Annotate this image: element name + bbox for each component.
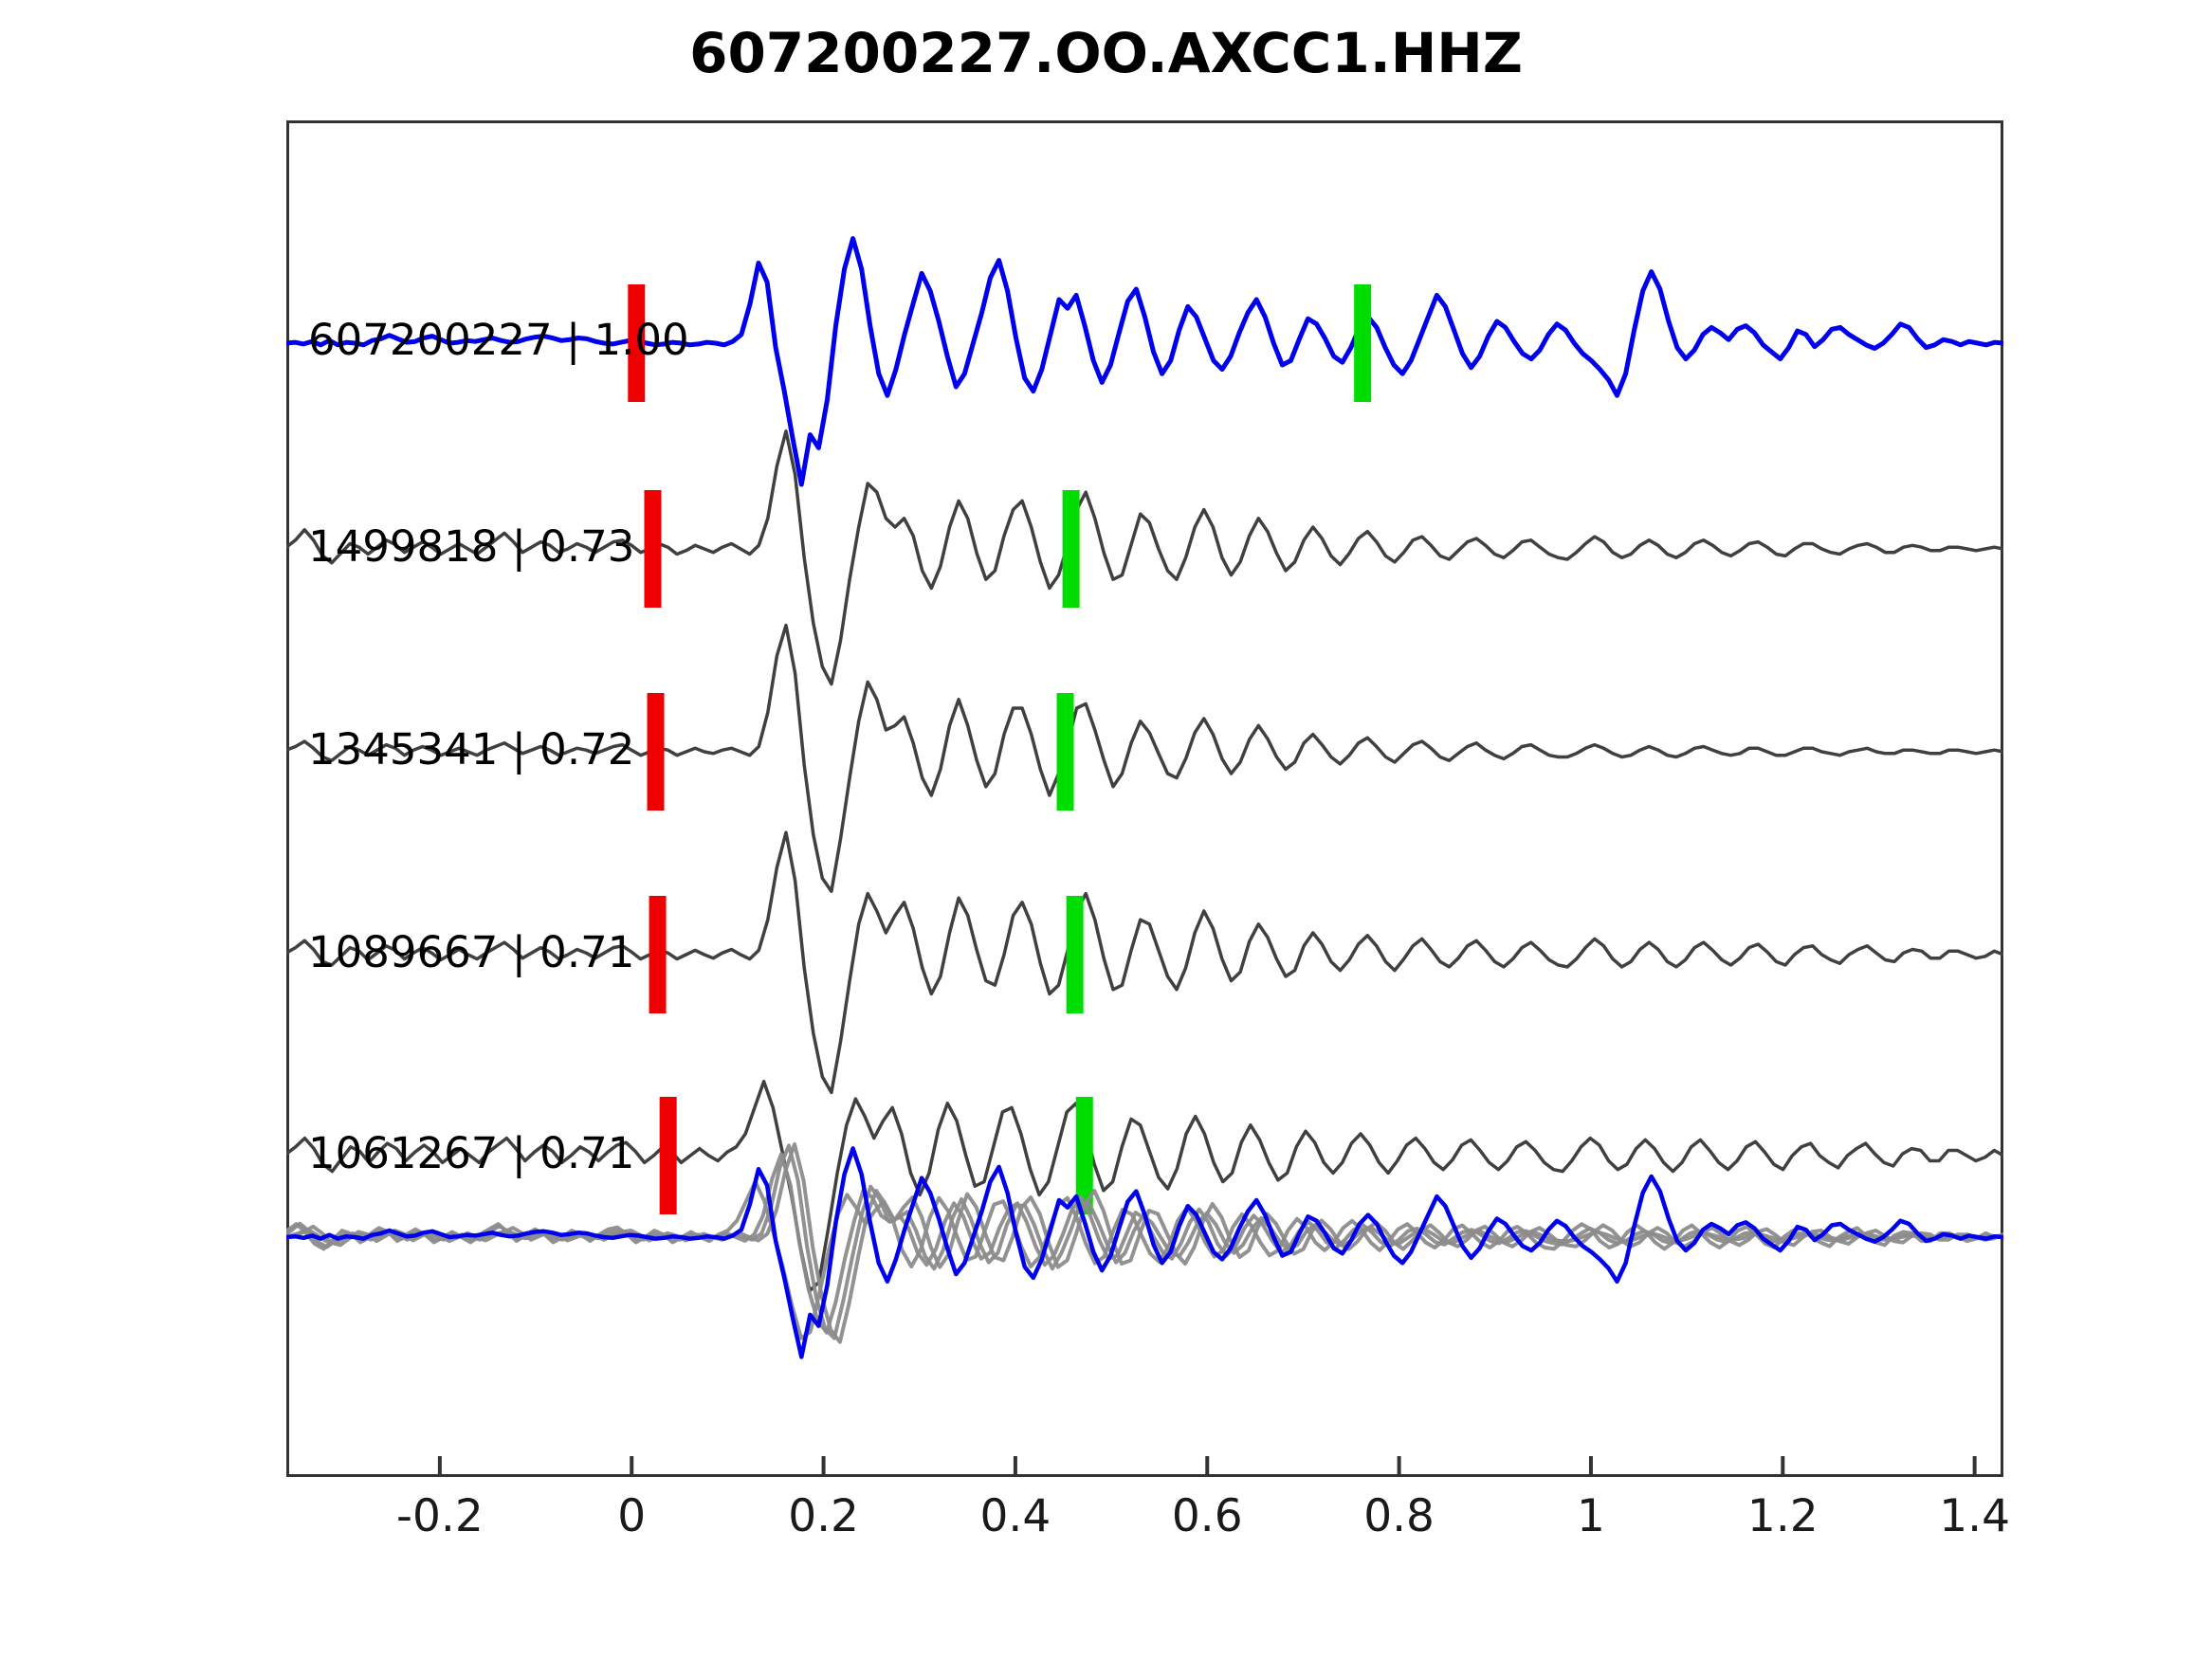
plot-frame (286, 120, 2003, 1477)
trace-label-1345341: 1345341 | 0.72 (308, 724, 635, 775)
s-pick-marker-1061267[interactable] (1075, 1097, 1093, 1214)
p-pick-marker-607200227[interactable] (628, 284, 646, 402)
waveform-trace-1345341 (286, 623, 2003, 893)
x-tick-label-2: 0.2 (788, 1490, 859, 1542)
x-tick-label-1: 0 (617, 1490, 647, 1542)
stack-overlay-trace-template (286, 1146, 2003, 1359)
x-tick-label-8: 1.4 (1939, 1490, 2011, 1542)
trace-label-607200227: 607200227 | 1.00 (308, 315, 689, 365)
p-pick-marker-1089667[interactable] (649, 896, 667, 1013)
waveform-trace-607200227 (286, 236, 2003, 487)
x-tick-label-5: 0.8 (1363, 1490, 1435, 1542)
s-pick-marker-1345341[interactable] (1056, 693, 1074, 811)
s-pick-marker-607200227[interactable] (1354, 284, 1372, 402)
trace-label-1499818: 1499818 | 0.73 (308, 521, 635, 572)
p-pick-marker-1345341[interactable] (647, 693, 665, 811)
waveform-trace-1061267 (286, 1080, 2003, 1293)
waveform-trace-1089667 (286, 830, 2003, 1095)
x-tick-label-6: 1 (1577, 1490, 1605, 1542)
p-pick-marker-1061267[interactable] (659, 1097, 677, 1214)
trace-label-1061267: 1061267 | 0.71 (308, 1128, 635, 1178)
waveform-plot-svg (286, 120, 2003, 1477)
x-tick-label-7: 1.2 (1746, 1490, 1819, 1542)
x-tick-label-0: -0.2 (396, 1490, 484, 1542)
s-pick-marker-1499818[interactable] (1062, 490, 1080, 608)
plot-area (286, 120, 2003, 1477)
s-pick-marker-1089667[interactable] (1066, 896, 1084, 1013)
page-title: 607200227.OO.AXCC1.HHZ (689, 21, 1523, 85)
trace-label-1089667: 1089667 | 0.71 (308, 927, 635, 977)
x-tick-label-4: 0.6 (1171, 1490, 1243, 1542)
p-pick-marker-1499818[interactable] (644, 490, 662, 608)
x-tick-label-3: 0.4 (979, 1490, 1051, 1542)
waveform-trace-1499818 (286, 429, 2003, 686)
